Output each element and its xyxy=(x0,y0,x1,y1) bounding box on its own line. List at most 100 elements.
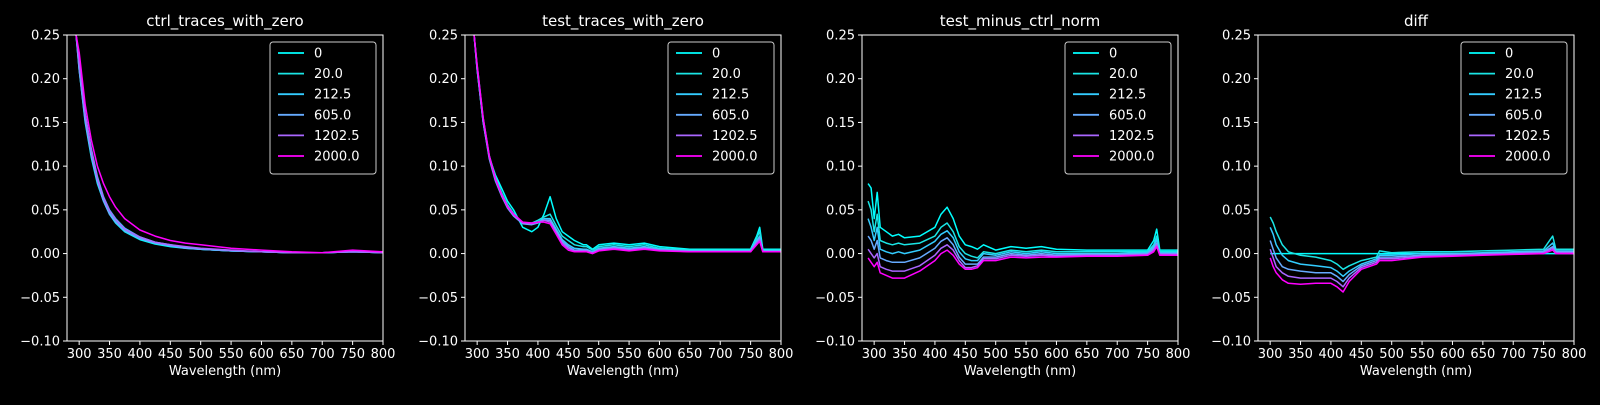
series-line-212.5 xyxy=(1269,227,1574,278)
x-tick-label: 500 xyxy=(586,347,611,362)
chart-title: test_traces_with_zero xyxy=(542,12,704,31)
y-tick-label: 0.20 xyxy=(429,72,458,87)
x-tick-label: 400 xyxy=(526,347,551,362)
legend-label: 1202.5 xyxy=(712,129,758,144)
x-tick-label: 350 xyxy=(1288,347,1313,362)
series-line-0 xyxy=(473,35,781,250)
y-tick-label: 0.25 xyxy=(31,29,60,44)
x-tick-label: 700 xyxy=(708,347,733,362)
x-tick-label: 550 xyxy=(1410,347,1435,362)
x-tick-label: 800 xyxy=(1562,347,1587,362)
legend-label: 0 xyxy=(314,47,322,62)
x-tick-label: 550 xyxy=(219,347,244,362)
series-line-20.0 xyxy=(867,200,1178,259)
x-tick-label: 600 xyxy=(249,347,274,362)
x-tick-label: 650 xyxy=(1470,347,1495,362)
y-tick-label: −0.05 xyxy=(20,291,60,306)
series-line-1202.5 xyxy=(75,35,383,254)
x-tick-label: 650 xyxy=(279,347,304,362)
x-tick-label: 750 xyxy=(738,347,763,362)
legend-label: 20.0 xyxy=(1109,67,1138,82)
series-line-2000.0 xyxy=(867,245,1178,279)
x-tick-label: 750 xyxy=(340,347,365,362)
legend-label: 1202.5 xyxy=(1505,129,1551,144)
y-tick-label: 0.05 xyxy=(826,203,855,218)
series-line-1202.5 xyxy=(1269,247,1574,288)
chart-title: diff xyxy=(1404,12,1429,30)
x-tick-label: 800 xyxy=(769,347,794,362)
legend: 0 20.0 212.5 605.0 1202.5 2000.0 xyxy=(1064,41,1172,175)
y-tick-label: 0.15 xyxy=(1222,116,1251,131)
legend-label: 2000.0 xyxy=(1505,150,1551,165)
y-tick-label: 0.20 xyxy=(31,72,60,87)
y-tick-label: 0.00 xyxy=(826,247,855,262)
y-tick-label: −0.10 xyxy=(418,335,458,350)
legend-label: 1202.5 xyxy=(314,129,360,144)
legend-label: 0 xyxy=(1109,47,1117,62)
chart-title: ctrl_traces_with_zero xyxy=(146,12,303,31)
x-tick-label: 800 xyxy=(371,347,396,362)
legend-label: 212.5 xyxy=(712,88,749,103)
chart-panel-4: diff 300 350 400 450 500 550 600 650 700 750 800 −0.… xyxy=(1211,12,1586,379)
y-tick-label: 0.20 xyxy=(826,72,855,87)
y-tick-label: 0.00 xyxy=(429,247,458,262)
series-group xyxy=(1269,216,1574,293)
x-tick-label: 350 xyxy=(495,347,520,362)
legend-label: 605.0 xyxy=(1505,108,1542,123)
y-tick-label: 0.05 xyxy=(429,203,458,218)
y-tick-label: 0.00 xyxy=(31,247,60,262)
x-tick-label: 650 xyxy=(677,347,702,362)
y-tick-label: 0.10 xyxy=(826,160,855,175)
x-tick-label: 500 xyxy=(983,347,1008,362)
y-tick-label: 0.05 xyxy=(1222,203,1251,218)
x-tick-label: 300 xyxy=(862,347,887,362)
y-tick-label: 0.25 xyxy=(429,29,458,44)
series-line-20.0 xyxy=(1269,216,1574,271)
series-line-2000.0 xyxy=(473,35,781,255)
series-line-2000.0 xyxy=(1269,249,1574,293)
y-tick-label: 0.15 xyxy=(31,116,60,131)
x-tick-label: 300 xyxy=(1258,347,1283,362)
x-tick-label: 800 xyxy=(1166,347,1191,362)
legend-label: 2000.0 xyxy=(1109,150,1155,165)
y-tick-label: 0.20 xyxy=(1222,72,1251,87)
x-tick-label: 700 xyxy=(1105,347,1130,362)
chart-title: test_minus_ctrl_norm xyxy=(940,12,1101,31)
legend-label: 20.0 xyxy=(314,67,343,82)
x-axis-label: Wavelength (nm) xyxy=(567,364,679,379)
y-tick-label: −0.10 xyxy=(1211,335,1251,350)
x-tick-label: 600 xyxy=(1440,347,1465,362)
chart-panel-1: ctrl_traces_with_zero 300 350 400 450 500 550 6… xyxy=(20,12,395,379)
y-tick-label: −0.10 xyxy=(20,335,60,350)
legend: 0 20.0 212.5 605.0 1202.5 2000.0 xyxy=(1460,41,1568,175)
legend-frame xyxy=(1064,41,1172,175)
y-tick-label: 0.10 xyxy=(1222,160,1251,175)
x-tick-label: 500 xyxy=(188,347,213,362)
series-line-605.0 xyxy=(867,235,1178,265)
legend-label: 605.0 xyxy=(712,108,749,123)
series-group xyxy=(75,35,383,254)
y-tick-label: 0.10 xyxy=(429,160,458,175)
y-tick-label: 0.15 xyxy=(826,116,855,131)
legend-label: 212.5 xyxy=(314,88,351,103)
series-line-2000.0 xyxy=(75,35,383,254)
legend: 0 20.0 212.5 605.0 1202.5 2000.0 xyxy=(269,41,377,175)
x-axis-label: Wavelength (nm) xyxy=(1360,364,1472,379)
x-tick-label: 400 xyxy=(1319,347,1344,362)
legend-frame xyxy=(1460,41,1568,175)
y-tick-label: −0.10 xyxy=(815,335,855,350)
x-tick-label: 450 xyxy=(1349,347,1374,362)
y-tick-label: 0.10 xyxy=(31,160,60,175)
x-axis-label: Wavelength (nm) xyxy=(964,364,1076,379)
series-line-212.5 xyxy=(867,218,1178,262)
legend-label: 2000.0 xyxy=(712,150,758,165)
legend-frame xyxy=(667,41,775,175)
series-line-20.0 xyxy=(473,35,781,251)
x-tick-label: 600 xyxy=(647,347,672,362)
y-tick-label: 0.00 xyxy=(1222,247,1251,262)
chart-panel-2: test_traces_with_zero 300 350 400 450 500 550 6… xyxy=(418,12,793,379)
legend-label: 1202.5 xyxy=(1109,129,1155,144)
legend-label: 0 xyxy=(712,47,720,62)
x-tick-label: 400 xyxy=(128,347,153,362)
